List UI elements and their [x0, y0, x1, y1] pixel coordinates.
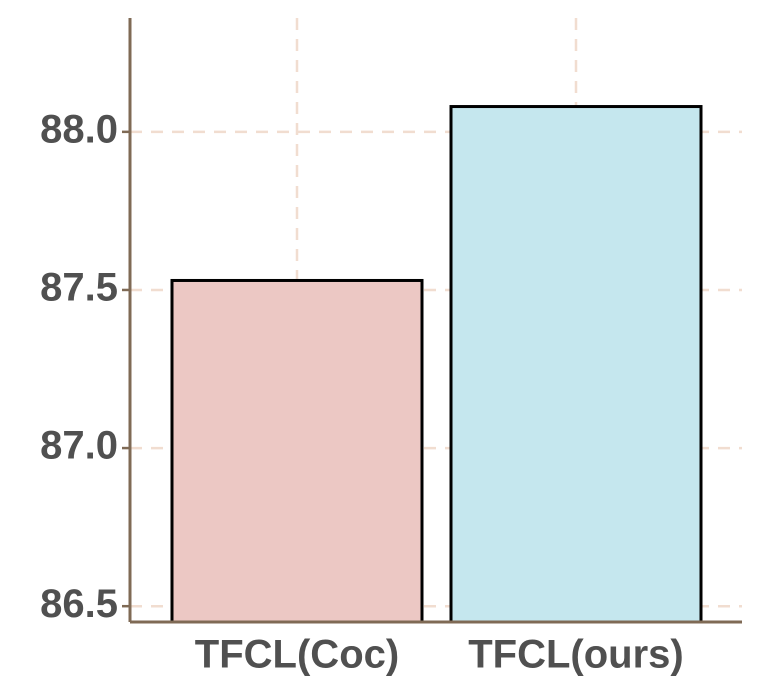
- y-tick-label: 87.5: [40, 266, 118, 310]
- y-tick-label: 88.0: [40, 107, 118, 151]
- bar: [449, 105, 703, 624]
- y-tick-label: 87.0: [40, 424, 118, 468]
- x-tick-label: TFCL(Coc): [195, 633, 399, 677]
- x-tick-label: TFCL(ours): [468, 633, 684, 677]
- bar: [170, 278, 424, 624]
- y-tick-label: 86.5: [40, 582, 118, 626]
